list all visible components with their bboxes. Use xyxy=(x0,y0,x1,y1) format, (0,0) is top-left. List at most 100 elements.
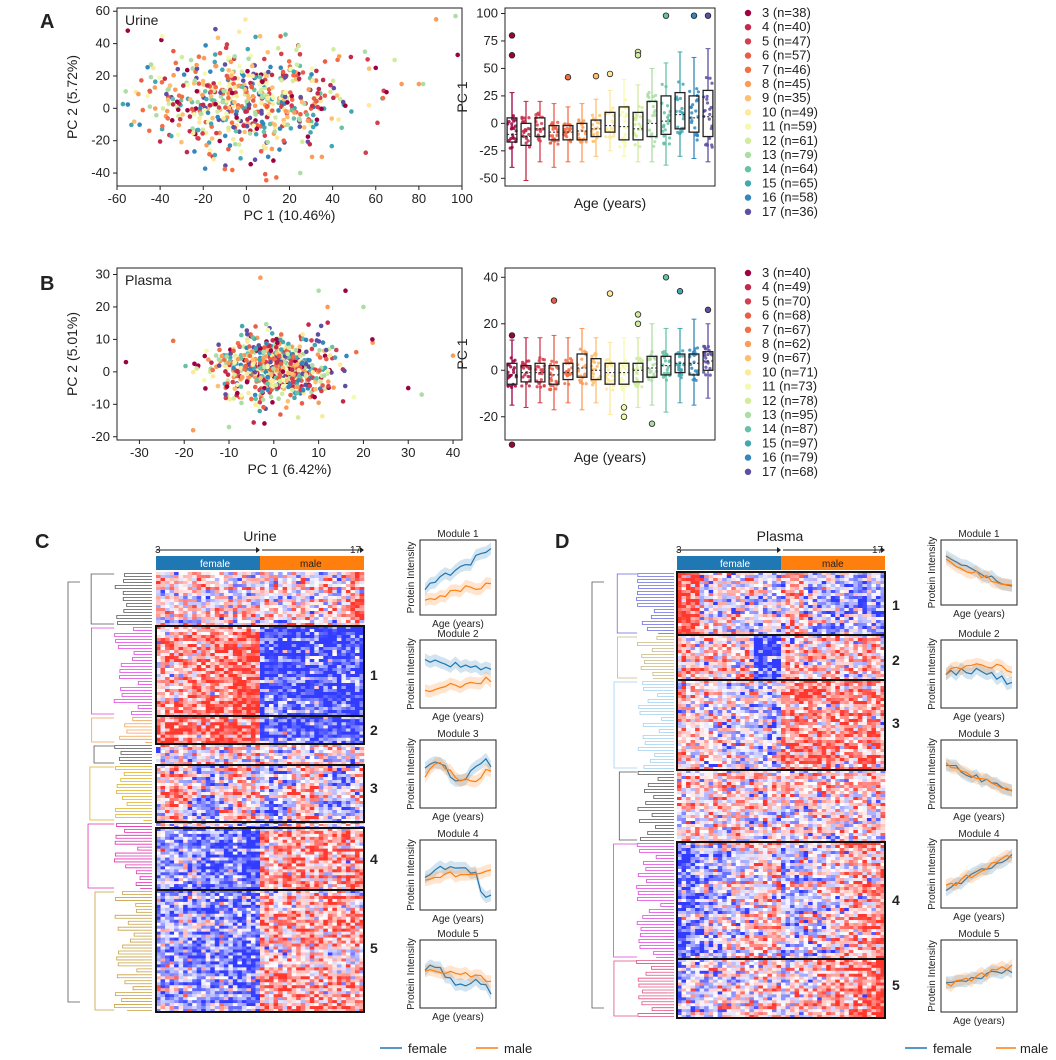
heatmap-c-cell xyxy=(196,608,202,612)
heatmap-c-cell xyxy=(205,581,211,585)
heatmap-c-cell xyxy=(282,632,288,636)
heatmap-c-cell xyxy=(165,629,170,633)
B-box-jitter-point xyxy=(596,361,601,365)
B-scatter-point xyxy=(258,365,263,371)
heatmap-c-cell xyxy=(354,695,360,699)
heatmap-c-cell xyxy=(192,725,197,729)
A-scatter-point xyxy=(314,68,319,74)
heatmap-c-cell xyxy=(169,581,175,585)
heatmap-c-cell xyxy=(323,599,329,603)
A-scatter-point xyxy=(300,70,306,75)
A-box-jitter-point xyxy=(652,144,656,148)
heatmap-c-cell xyxy=(165,578,170,582)
heatmap-c-cell xyxy=(174,656,179,660)
heatmap-c-cell xyxy=(205,635,211,639)
A-box-jitter-point xyxy=(564,130,568,134)
heatmap-c-cell xyxy=(264,747,270,751)
B-scatter-point xyxy=(291,354,296,359)
heatmap-c-cell xyxy=(327,620,333,624)
A-scatter-point xyxy=(170,102,176,107)
heatmap-c-cell xyxy=(314,572,320,576)
heatmap-c-cell xyxy=(282,659,288,663)
heatmap-c-cell xyxy=(354,611,360,615)
A-box-jitter-point xyxy=(637,127,641,132)
A-box-jitter-point xyxy=(708,76,712,80)
heatmap-c-cell xyxy=(269,689,274,693)
heatmap-c-cell xyxy=(187,695,193,699)
heatmap-c-cell xyxy=(201,602,207,606)
heatmap-c-cell xyxy=(156,584,161,588)
heatmap-c-cell xyxy=(201,584,207,588)
B-scatter-point xyxy=(190,427,196,433)
heatmap-c-cell xyxy=(296,677,301,681)
heatmap-c-cell xyxy=(183,695,188,699)
B-scatter-point xyxy=(244,328,250,333)
heatmap-c-cell xyxy=(169,734,175,739)
A-scatter-point xyxy=(157,139,163,144)
heatmap-c-cell xyxy=(210,683,216,687)
heatmap-c-cell xyxy=(250,614,256,618)
A-scatter-point xyxy=(269,146,275,152)
heatmap-c-cell xyxy=(305,686,311,690)
legend-urine-entry: 5 (n=47) xyxy=(762,33,811,48)
heatmap-c-cell xyxy=(205,662,211,666)
heatmap-c-cell xyxy=(246,692,252,696)
heatmap-c-cell xyxy=(246,659,252,663)
heatmap-c-cell xyxy=(282,674,288,678)
heatmap-c-cell xyxy=(187,698,193,702)
heatmap-c-cell xyxy=(327,662,333,666)
heatmap-c-cell xyxy=(178,683,184,687)
heatmap-c-cell xyxy=(196,590,202,594)
heatmap-c-cell xyxy=(165,695,170,699)
heatmap-c-cell xyxy=(255,737,261,742)
heatmap-c-cell xyxy=(183,635,188,639)
heatmap-c-cell xyxy=(219,611,225,615)
heatmap-c-cell xyxy=(205,731,211,735)
heatmap-c-cell xyxy=(341,680,347,684)
heatmap-c-cell xyxy=(323,725,329,729)
A-scatter-point xyxy=(239,69,245,74)
heatmap-c-cell xyxy=(354,629,360,633)
A-scatter-point xyxy=(224,42,230,47)
B-box-jitter-point xyxy=(606,378,611,382)
heatmap-c-cell xyxy=(296,701,301,705)
heatmap-c-cell xyxy=(278,599,283,603)
heatmap-c-cell xyxy=(282,710,288,714)
heatmap-c-cell xyxy=(327,728,333,732)
heatmap-c-cell xyxy=(345,668,351,672)
heatmap-c-cell xyxy=(223,575,229,579)
heatmap-c-cell xyxy=(305,605,311,609)
heatmap-c-cell xyxy=(260,599,265,603)
heatmap-c-cell xyxy=(300,641,306,645)
A-scatter-point xyxy=(399,81,404,87)
B-scatter-point xyxy=(340,399,346,404)
heatmap-c-cell xyxy=(300,737,306,742)
heatmap-c-cell xyxy=(327,689,333,693)
heatmap-c-cell xyxy=(345,710,351,714)
heatmap-c-cell xyxy=(314,737,320,742)
A-box-jitter-point xyxy=(653,113,657,117)
heatmap-c-cell xyxy=(160,680,166,684)
legend-plasma-marker xyxy=(744,269,752,277)
A-box-jitter-point xyxy=(565,126,569,130)
A-box-jitter-point xyxy=(647,95,651,99)
A-scatter-point xyxy=(152,106,158,111)
heatmap-c-cell xyxy=(255,614,261,618)
heatmap-c-cell xyxy=(201,662,207,666)
A-scatter-point xyxy=(243,109,248,114)
heatmap-c-cell xyxy=(269,587,274,591)
heatmap-c-cell xyxy=(196,605,202,609)
heatmap-c-cell xyxy=(250,581,256,585)
heatmap-c-cell xyxy=(183,608,188,612)
heatmap-c-cell xyxy=(178,722,184,726)
heatmap-c-cell xyxy=(241,698,247,702)
heatmap-c-cell xyxy=(255,638,261,642)
B-scatter-point xyxy=(286,345,292,351)
heatmap-c-cell xyxy=(354,587,360,591)
heatmap-c-cell xyxy=(201,593,207,597)
A-scatter-point xyxy=(166,101,172,107)
heatmap-c-cell xyxy=(327,572,333,576)
heatmap-c-cell xyxy=(318,662,324,666)
A-scatter-point xyxy=(288,66,294,72)
heatmap-c-cell xyxy=(165,680,170,684)
